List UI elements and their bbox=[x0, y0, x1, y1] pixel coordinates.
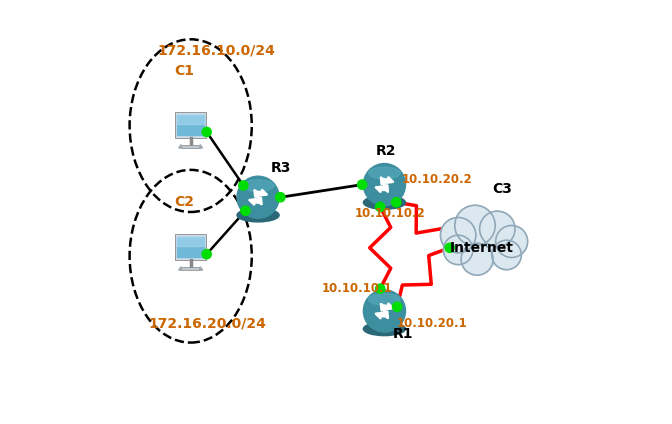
Circle shape bbox=[364, 290, 405, 332]
Circle shape bbox=[358, 180, 367, 189]
Circle shape bbox=[376, 284, 385, 293]
Text: Internet: Internet bbox=[450, 241, 513, 255]
Bar bbox=[175, 234, 206, 260]
Ellipse shape bbox=[237, 209, 279, 222]
Circle shape bbox=[392, 198, 401, 207]
Text: R3: R3 bbox=[271, 161, 291, 175]
Bar bbox=[181, 145, 200, 148]
Circle shape bbox=[496, 226, 528, 257]
Circle shape bbox=[239, 181, 248, 190]
Circle shape bbox=[202, 249, 211, 259]
Ellipse shape bbox=[364, 322, 405, 336]
Bar bbox=[181, 267, 200, 270]
Text: 10.10.20.2: 10.10.20.2 bbox=[401, 173, 472, 186]
Circle shape bbox=[202, 127, 211, 137]
Circle shape bbox=[276, 192, 285, 202]
Circle shape bbox=[444, 235, 473, 265]
Text: 10.10.20.1: 10.10.20.1 bbox=[397, 317, 468, 329]
Polygon shape bbox=[200, 145, 203, 148]
Text: 172.16.10.0/24: 172.16.10.0/24 bbox=[157, 43, 275, 57]
Ellipse shape bbox=[364, 196, 405, 209]
Circle shape bbox=[492, 240, 521, 270]
Polygon shape bbox=[179, 145, 181, 148]
Bar bbox=[175, 112, 206, 138]
Text: R2: R2 bbox=[376, 144, 396, 158]
Text: 172.16.20.0/24: 172.16.20.0/24 bbox=[149, 317, 266, 331]
Polygon shape bbox=[179, 267, 181, 270]
Bar bbox=[177, 237, 204, 257]
Circle shape bbox=[455, 205, 495, 245]
Circle shape bbox=[392, 302, 402, 311]
Text: C1: C1 bbox=[174, 64, 194, 78]
Circle shape bbox=[445, 243, 454, 252]
Ellipse shape bbox=[243, 180, 274, 192]
Text: R1: R1 bbox=[393, 327, 413, 341]
Circle shape bbox=[237, 176, 279, 218]
Bar bbox=[177, 115, 204, 135]
Ellipse shape bbox=[369, 167, 401, 179]
Text: 10.10.10.2: 10.10.10.2 bbox=[355, 207, 425, 220]
Bar bbox=[177, 237, 204, 246]
Circle shape bbox=[465, 217, 514, 266]
Text: C3: C3 bbox=[492, 182, 511, 196]
Bar bbox=[177, 115, 204, 124]
Text: 10.10.10.1: 10.10.10.1 bbox=[321, 282, 392, 295]
Polygon shape bbox=[200, 267, 203, 270]
Circle shape bbox=[440, 218, 476, 253]
Circle shape bbox=[376, 202, 385, 212]
Circle shape bbox=[480, 211, 515, 246]
Circle shape bbox=[241, 206, 250, 215]
Text: C2: C2 bbox=[174, 195, 194, 209]
Ellipse shape bbox=[369, 293, 401, 305]
Circle shape bbox=[364, 164, 405, 206]
Circle shape bbox=[461, 243, 493, 275]
